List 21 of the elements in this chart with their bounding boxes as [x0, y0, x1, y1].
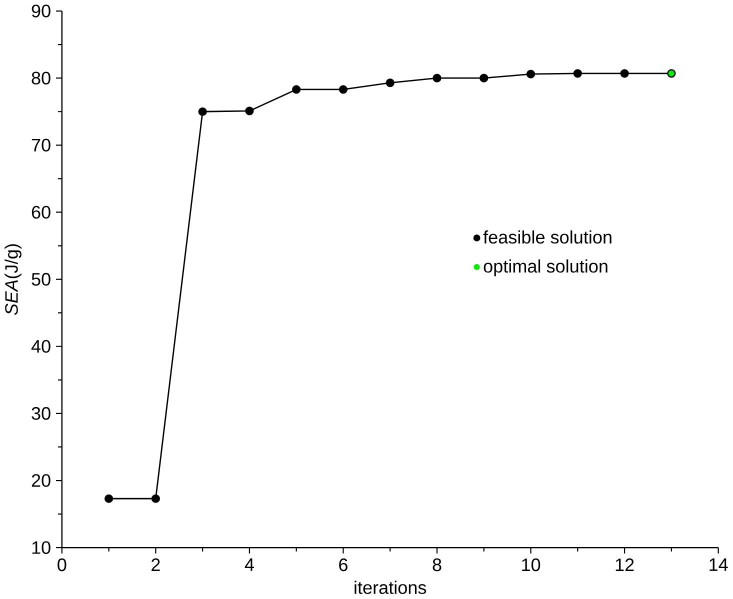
x-axis-title: iterations [354, 580, 426, 594]
legend-label: feasible solution [483, 230, 612, 244]
x-tick-label: 4 [244, 558, 254, 572]
x-tick-label: 14 [710, 558, 728, 572]
y-tick-label: 60 [32, 206, 50, 219]
y-tick-label: 70 [32, 138, 50, 152]
x-tick-label: 8 [432, 558, 442, 572]
y-tick-label: 90 [32, 4, 50, 18]
x-tick-label: 2 [152, 558, 160, 572]
y-tick-label: 10 [32, 541, 50, 554]
x-tick-label: 12 [616, 558, 634, 572]
y-tick-label: 40 [31, 340, 50, 353]
y-tick-label: 50 [32, 273, 50, 286]
legend-label: optimal solution [484, 260, 608, 276]
y-tick-label: 20 [32, 474, 50, 488]
x-tick-label: 10 [522, 558, 540, 572]
x-tick-label: 6 [339, 558, 348, 572]
y-tick-label: 80 [32, 72, 50, 85]
y-axis-title: SEA(J/g) [4, 244, 22, 316]
x-tick-label: 0 [58, 558, 66, 572]
y-tick-label: 30 [32, 407, 50, 420]
